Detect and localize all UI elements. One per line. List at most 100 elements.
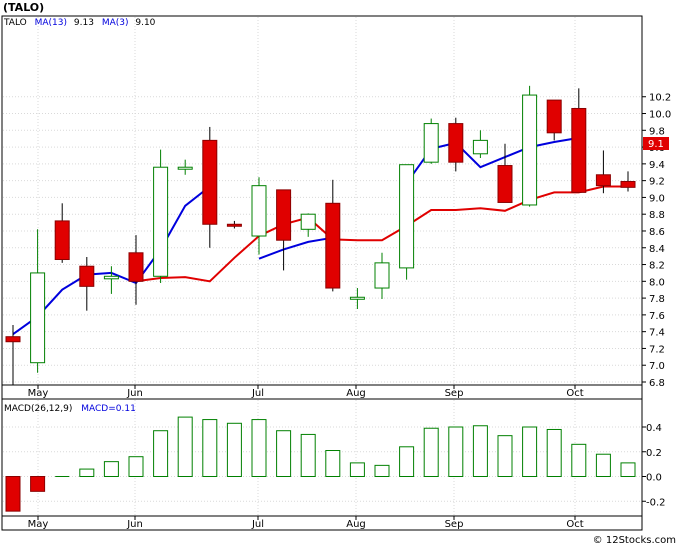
macd-panel	[1, 398, 643, 517]
candle-body-up	[153, 166, 169, 277]
macd-x-label: Jul	[251, 519, 264, 530]
macd-x-label: May	[28, 519, 49, 530]
macd-bar	[522, 426, 538, 477]
macd-bar	[300, 433, 316, 477]
macd-bar	[620, 462, 636, 478]
copyright: © 12Stocks.com	[593, 535, 676, 546]
macd-bar	[128, 456, 144, 478]
macd-x-label: Aug	[346, 519, 366, 530]
price-tick-label: 8.8	[649, 210, 665, 221]
legend-macd-value: MACD=0.11	[81, 404, 136, 414]
macd-bar	[472, 425, 488, 478]
macd-bar-negative	[5, 476, 21, 512]
price-tick-label: 7.4	[649, 328, 665, 339]
candle-body-up	[399, 164, 415, 269]
candle	[497, 143, 513, 203]
legend-ma13-value: 9.13	[74, 18, 94, 28]
macd-bar	[497, 435, 513, 478]
svg-text:MACD(26,12,9) MACD=0.11: MACD(26,12,9) MACD=0.11	[4, 404, 136, 414]
macd-bar	[571, 443, 587, 478]
candle-body-up	[374, 262, 390, 289]
candle	[399, 164, 415, 280]
macd-bar	[79, 468, 95, 478]
macd-bar-negative	[30, 476, 46, 492]
candle-body-down	[325, 202, 341, 289]
candle	[374, 252, 390, 299]
candle-body-up	[251, 185, 267, 237]
candle-body-down	[620, 180, 636, 188]
legend-ma3-label: MA(3)	[102, 18, 129, 28]
candle	[522, 85, 538, 207]
candle	[325, 179, 341, 292]
macd-bar	[103, 461, 119, 477]
macd-bar	[276, 430, 292, 477]
last-price-tag: 9.1	[643, 137, 669, 150]
macd-x-label: Sep	[445, 519, 464, 530]
price-tick-label: 10.2	[649, 93, 671, 104]
price-tick-label: 7.8	[649, 294, 665, 305]
candle-body-down	[5, 336, 21, 343]
price-tick-label: 8.4	[649, 244, 665, 255]
macd-bars	[5, 416, 636, 512]
price-x-label: Oct	[566, 388, 583, 399]
candle-body-up	[30, 272, 46, 364]
legend-ma3-value: 9.10	[135, 18, 155, 28]
candle-body-down	[595, 174, 611, 187]
candle	[54, 203, 70, 263]
price-tick-label: 9.8	[649, 126, 665, 137]
candle	[128, 235, 144, 305]
candle	[153, 149, 169, 283]
candle	[620, 171, 636, 192]
candle-body-up	[177, 166, 193, 170]
candle	[448, 117, 464, 172]
price-tick-label: 7.2	[649, 344, 665, 355]
macd-y-axis: -0.2 0.0 0.2 0.4	[642, 423, 666, 508]
candle	[202, 126, 218, 248]
price-tick-label: 6.8	[649, 378, 665, 389]
candle	[300, 213, 316, 237]
last-price-value: 9.1	[648, 139, 664, 150]
macd-bar	[325, 450, 341, 478]
ma3-line	[135, 185, 628, 283]
candle-body-down	[448, 123, 464, 163]
legend-ma13-label: MA(13)	[35, 18, 67, 28]
candle	[103, 266, 119, 294]
price-tick-label: 8.6	[649, 227, 665, 238]
macd-x-label: Jun	[126, 519, 143, 530]
macd-bar	[153, 430, 169, 477]
candle-body-down	[128, 252, 144, 282]
price-panel	[1, 15, 643, 386]
candle-body-down	[226, 223, 242, 227]
macd-x-label: Oct	[566, 519, 583, 530]
candle-body-up	[349, 296, 365, 300]
macd-bar	[399, 446, 415, 477]
candle	[251, 177, 267, 255]
candle-body-down	[546, 99, 562, 134]
price-tick-label: 8.0	[649, 277, 665, 288]
candle-body-up	[103, 275, 119, 280]
macd-bar	[448, 426, 464, 477]
macd-tick-label: 0.2	[646, 448, 662, 459]
macd-bar	[595, 453, 611, 478]
candle-body-up	[472, 139, 488, 155]
macd-bar	[177, 416, 193, 478]
candle	[177, 159, 193, 175]
candle-body-down	[497, 165, 513, 203]
price-x-label: Jul	[251, 388, 264, 399]
candle	[349, 288, 365, 310]
price-x-label: Jun	[126, 388, 143, 399]
svg-text:TALO MA(13) 9.13 M: TALO MA(13) 9.13 MA(3) 9.10	[3, 18, 156, 28]
candle	[30, 229, 46, 373]
price-x-label: May	[28, 388, 49, 399]
candle	[276, 189, 292, 271]
price-tick-label: 8.2	[649, 261, 665, 272]
macd-tick-label: -0.2	[646, 497, 666, 508]
chart-title: (TALO)	[3, 1, 44, 14]
price-tick-label: 10.0	[649, 110, 671, 121]
candle-body-down	[54, 220, 70, 261]
macd-bar	[251, 419, 267, 478]
candle-body-down	[276, 189, 292, 241]
candle	[571, 88, 587, 193]
price-tick-label: 9.2	[649, 177, 665, 188]
candle-body-up	[300, 213, 316, 230]
